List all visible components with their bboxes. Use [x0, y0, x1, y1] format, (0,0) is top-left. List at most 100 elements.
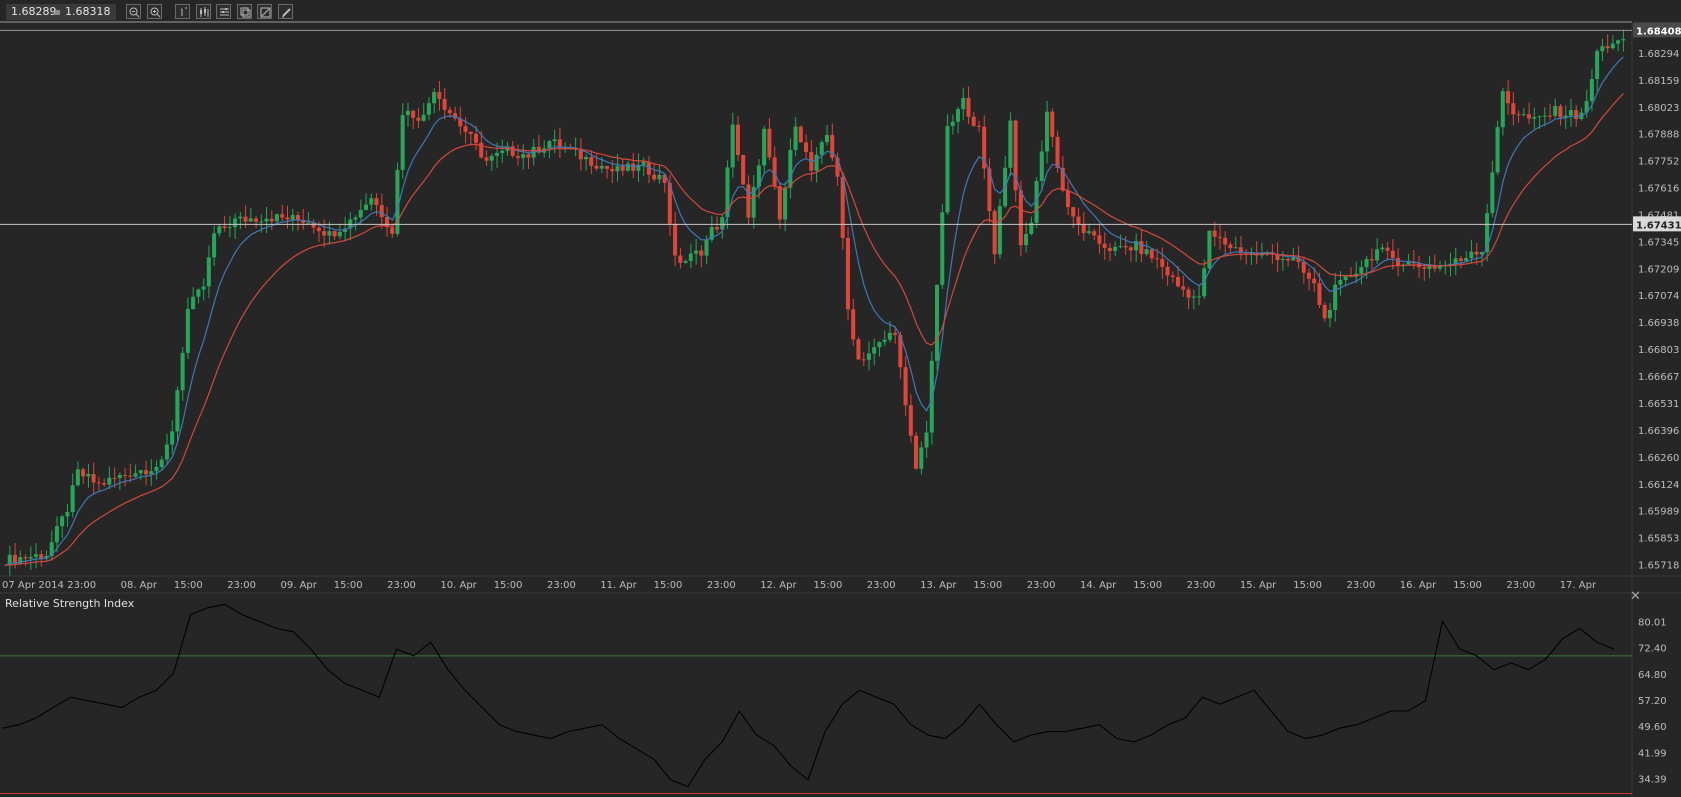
- candle-body: [861, 359, 866, 361]
- candle-body: [1181, 286, 1186, 290]
- pencil-button[interactable]: [278, 4, 293, 19]
- candle-body: [285, 217, 290, 220]
- candle-body: [730, 124, 735, 168]
- candle-body: [1045, 111, 1050, 152]
- candle-body: [940, 212, 945, 285]
- candle-body: [332, 231, 337, 237]
- candle-body: [1605, 46, 1610, 49]
- candle-body: [1217, 236, 1222, 238]
- candle-body: [945, 126, 950, 213]
- candle-body: [667, 182, 672, 224]
- candle-body: [1521, 114, 1526, 116]
- price-tick-label: 1.67616: [1638, 184, 1679, 195]
- candle-body: [222, 226, 227, 229]
- candle-body: [227, 227, 232, 229]
- candle-body: [1375, 249, 1380, 261]
- current-price-label: 1.67431: [1636, 220, 1681, 231]
- time-axis-label: 11. Apr: [600, 580, 637, 591]
- high-price-label-box: [1633, 22, 1681, 38]
- candle-body: [44, 556, 49, 559]
- candle-body: [1317, 283, 1322, 305]
- candle-body: [233, 218, 238, 228]
- candle-body: [714, 227, 720, 230]
- candle-body: [589, 156, 594, 166]
- zoom-out-button[interactable]: [126, 4, 141, 19]
- price-tick-label: 1.65853: [1638, 534, 1679, 545]
- current-price-label-box: [1633, 216, 1681, 232]
- candle-body: [704, 239, 709, 256]
- candle-body: [788, 149, 793, 188]
- candle-body: [7, 554, 12, 566]
- candle-body: [646, 161, 651, 175]
- time-axis-label: 15:00: [1133, 580, 1162, 591]
- candle-body: [903, 367, 908, 406]
- candle-body: [961, 97, 966, 110]
- candle-body: [856, 339, 861, 360]
- time-axis-label: 15:00: [334, 580, 363, 591]
- candle-body: [557, 139, 562, 148]
- candle-body: [1060, 167, 1065, 191]
- candle-body: [1322, 304, 1327, 319]
- timeframe-button[interactable]: [175, 4, 190, 19]
- candle-body: [908, 405, 913, 436]
- candle-body: [877, 341, 882, 348]
- indicators-button[interactable]: [216, 4, 231, 19]
- candle-body: [1008, 120, 1013, 168]
- candle-body: [756, 165, 761, 187]
- candle-body: [604, 165, 609, 169]
- candle-body: [725, 167, 730, 218]
- high-price-label: 1.68408: [1636, 26, 1681, 37]
- candle-body: [1589, 79, 1594, 102]
- candle-body: [170, 431, 175, 445]
- candle-body: [547, 141, 552, 149]
- candle-body: [112, 477, 117, 479]
- candle-body: [1359, 267, 1364, 274]
- candle-body: [1275, 254, 1280, 261]
- price-tick-label: 1.67209: [1638, 264, 1679, 275]
- candle-body: [494, 152, 499, 156]
- price-tick-label: 1.67888: [1638, 130, 1679, 141]
- time-axis-label: 15:00: [1453, 580, 1482, 591]
- candle-body: [762, 128, 767, 166]
- template-button[interactable]: [237, 4, 252, 19]
- candle-body: [751, 186, 756, 218]
- candle-body: [164, 444, 169, 460]
- candle-body: [746, 184, 751, 218]
- candle-body: [1155, 258, 1160, 260]
- candle-body: [117, 474, 122, 479]
- time-axis-label: 23:00: [707, 580, 736, 591]
- time-axis-label: 12. Apr: [760, 580, 797, 591]
- candle-body: [929, 360, 934, 433]
- candle-body: [804, 142, 809, 153]
- price-tick-label: 1.67074: [1638, 291, 1679, 302]
- candle-body: [652, 174, 657, 180]
- close-rsi-panel-button[interactable]: ✕: [1630, 589, 1641, 604]
- candle-body: [327, 231, 332, 236]
- drawing-tools-button[interactable]: [257, 4, 272, 19]
- candle-body: [1029, 222, 1034, 235]
- candle-body: [620, 165, 625, 171]
- price-tick-label: 1.66531: [1638, 399, 1679, 410]
- chart-type-button[interactable]: [196, 4, 211, 19]
- candle-body: [824, 134, 830, 143]
- rsi-tick-label: 49.60: [1638, 722, 1667, 733]
- candle-body: [688, 253, 693, 262]
- candle-body: [987, 168, 992, 212]
- candle-body: [893, 332, 898, 336]
- candle-body: [741, 155, 746, 185]
- candle-body: [882, 339, 887, 342]
- candle-body: [1128, 247, 1133, 251]
- candle-body: [919, 447, 924, 469]
- rsi-tick-label: 72.40: [1638, 644, 1667, 655]
- time-axis-label: 07 Apr 2014: [2, 580, 64, 591]
- candle-body: [212, 233, 217, 258]
- candle-body: [767, 128, 772, 158]
- candle-body: [154, 466, 159, 472]
- candle-body: [274, 214, 279, 222]
- candle-body: [374, 198, 379, 206]
- zoom-in-button[interactable]: [147, 4, 162, 19]
- candle-body: [720, 217, 725, 230]
- candle-body: [1013, 120, 1018, 191]
- candle-body: [1616, 40, 1621, 44]
